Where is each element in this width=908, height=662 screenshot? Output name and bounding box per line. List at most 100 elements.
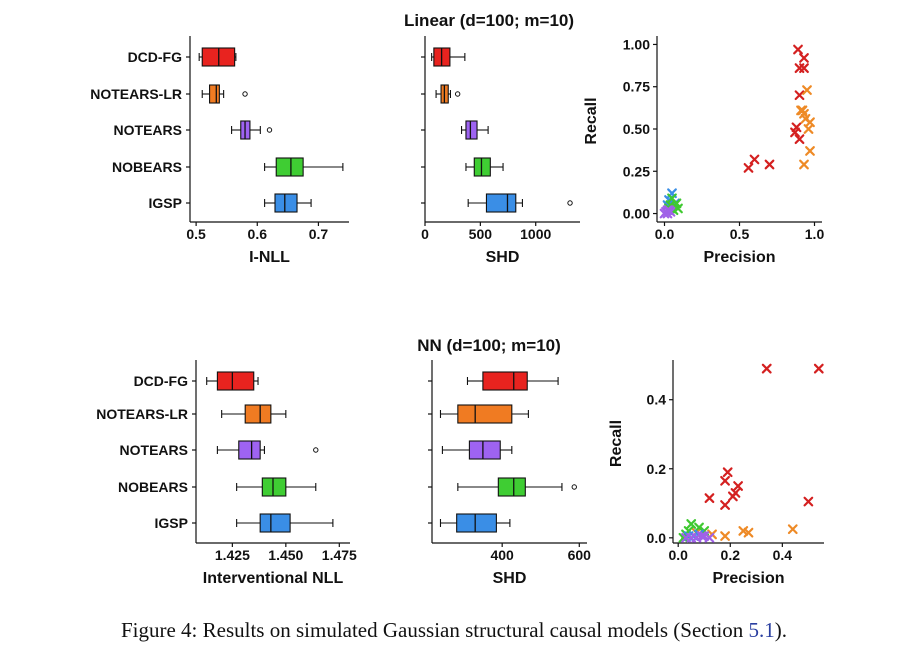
x-tick-label: 0.4 — [773, 547, 793, 563]
y-tick-label: 0.25 — [623, 163, 650, 179]
scatter-point — [764, 159, 775, 170]
box-iqr — [456, 513, 497, 533]
box-iqr — [482, 371, 528, 391]
box-igsp — [428, 513, 511, 533]
box-iqr — [275, 157, 304, 177]
scatter-point — [743, 162, 754, 173]
box-iqr — [457, 404, 513, 424]
scatter-point — [794, 134, 805, 145]
scatter-point — [787, 524, 798, 535]
scatter-point — [704, 532, 715, 543]
box-dcd-fg: DCD-FG — [128, 47, 237, 67]
box-nobears — [428, 477, 577, 497]
group-title: NN (d=100; m=10) — [417, 336, 561, 355]
x-tick-label: 0.2 — [721, 547, 741, 563]
y-tick-label: 0.50 — [623, 121, 650, 137]
box-nobears: NOBEARS — [112, 157, 344, 177]
series-notears-lr — [796, 85, 815, 170]
x-axis-label: Interventional NLL — [203, 570, 344, 587]
y-tick-label: 1.00 — [623, 36, 650, 52]
scatter-point — [799, 159, 809, 170]
box-iqr — [497, 477, 526, 497]
scatter-point — [727, 491, 738, 502]
category-label: IGSP — [155, 515, 188, 531]
box-igsp: IGSP — [155, 513, 334, 533]
box-notears: NOTEARS — [114, 120, 273, 140]
x-tick-label: 500 — [469, 226, 493, 242]
scatter-point — [738, 526, 749, 536]
scatter-point — [686, 519, 697, 529]
scatter-point — [722, 467, 733, 478]
scatter-point — [799, 53, 809, 63]
box-dcd-fg — [421, 47, 466, 67]
x-tick-label: 0.5 — [186, 226, 206, 242]
box-nobears — [421, 157, 504, 177]
scatter-point — [678, 532, 689, 543]
box-iqr — [465, 120, 478, 140]
box-iqr — [274, 193, 298, 213]
caption-suffix: ). — [774, 618, 788, 642]
x-tick-label: 0.6 — [248, 226, 268, 242]
y-axis-label: Recall — [608, 420, 625, 467]
outlier-point — [567, 200, 573, 206]
scatter-point — [805, 146, 815, 156]
x-tick-label: 600 — [568, 547, 592, 563]
scatter-point — [803, 496, 814, 507]
panel-linear_pr: 0.0 0.5 1.0 0.00 0.25 0.50 0.75 1.00 Precision Re… — [583, 36, 824, 266]
panel-nn_shd: 400 600 SHD — [428, 360, 591, 587]
x-axis-label: SHD — [493, 570, 527, 587]
scatter-point — [720, 475, 730, 486]
box-iqr — [259, 513, 291, 533]
x-tick-label: 0.5 — [730, 226, 750, 242]
x-tick-label: 0.7 — [309, 226, 329, 242]
scatter-point — [794, 90, 805, 101]
y-tick-label: 0.75 — [623, 79, 650, 95]
category-label: NOTEARS-LR — [96, 406, 188, 422]
y-tick-label: 0.0 — [647, 530, 667, 546]
x-axis-label: Precision — [703, 249, 775, 266]
scatter-point — [793, 44, 803, 55]
x-tick-label: 1.425 — [215, 547, 250, 563]
scatter-point — [720, 500, 730, 510]
outlier-point — [266, 127, 273, 133]
box-notears — [421, 120, 489, 140]
box-iqr — [244, 404, 272, 424]
scatter-point — [733, 481, 743, 491]
box-igsp — [421, 193, 573, 213]
category-label: NOTEARS — [114, 122, 182, 138]
series-notears — [681, 531, 715, 543]
y-tick-label: 0.00 — [623, 206, 650, 222]
outlier-point — [454, 91, 461, 97]
box-notears: NOTEARS — [120, 440, 319, 460]
caption-section-link[interactable]: 5.1 — [748, 618, 775, 642]
x-axis-label: Precision — [712, 570, 784, 587]
figure-caption: Figure 4: Results on simulated Gaussian … — [0, 618, 908, 643]
panel-nn_nll: 1.425 1.450 1.475 Interventional NLL DCD-FG N… — [96, 360, 357, 587]
category-label: NOTEARS-LR — [90, 86, 182, 102]
y-tick-label: 0.2 — [647, 461, 667, 477]
box-iqr — [216, 371, 255, 391]
outlier-point — [242, 91, 248, 97]
box-notears — [428, 440, 513, 460]
box-dcd-fg: DCD-FG — [134, 371, 259, 391]
x-tick-label: 1.450 — [268, 547, 303, 563]
panel-linear_nll: 0.5 0.6 0.7 I-NLL DCD-FG NOTEARS-LR NOTEARS NOB… — [90, 36, 349, 266]
scatter-point — [813, 363, 824, 374]
box-iqr — [209, 84, 220, 104]
box-notears-lr: NOTEARS-LR — [90, 84, 248, 104]
scatter-point — [694, 522, 704, 533]
series-notears — [659, 205, 676, 219]
x-tick-label: 1.0 — [805, 226, 825, 242]
outlier-point — [571, 484, 577, 490]
box-notears-lr — [428, 404, 529, 424]
scatter-point — [799, 63, 809, 74]
scatter-point — [662, 205, 673, 216]
series-dcd-fg — [704, 363, 824, 510]
box-igsp: IGSP — [149, 193, 312, 213]
category-label: DCD-FG — [134, 373, 189, 389]
box-nobears: NOBEARS — [118, 477, 317, 497]
category-label: IGSP — [149, 195, 182, 211]
scatter-point — [743, 527, 754, 538]
scatter-point — [802, 85, 812, 96]
